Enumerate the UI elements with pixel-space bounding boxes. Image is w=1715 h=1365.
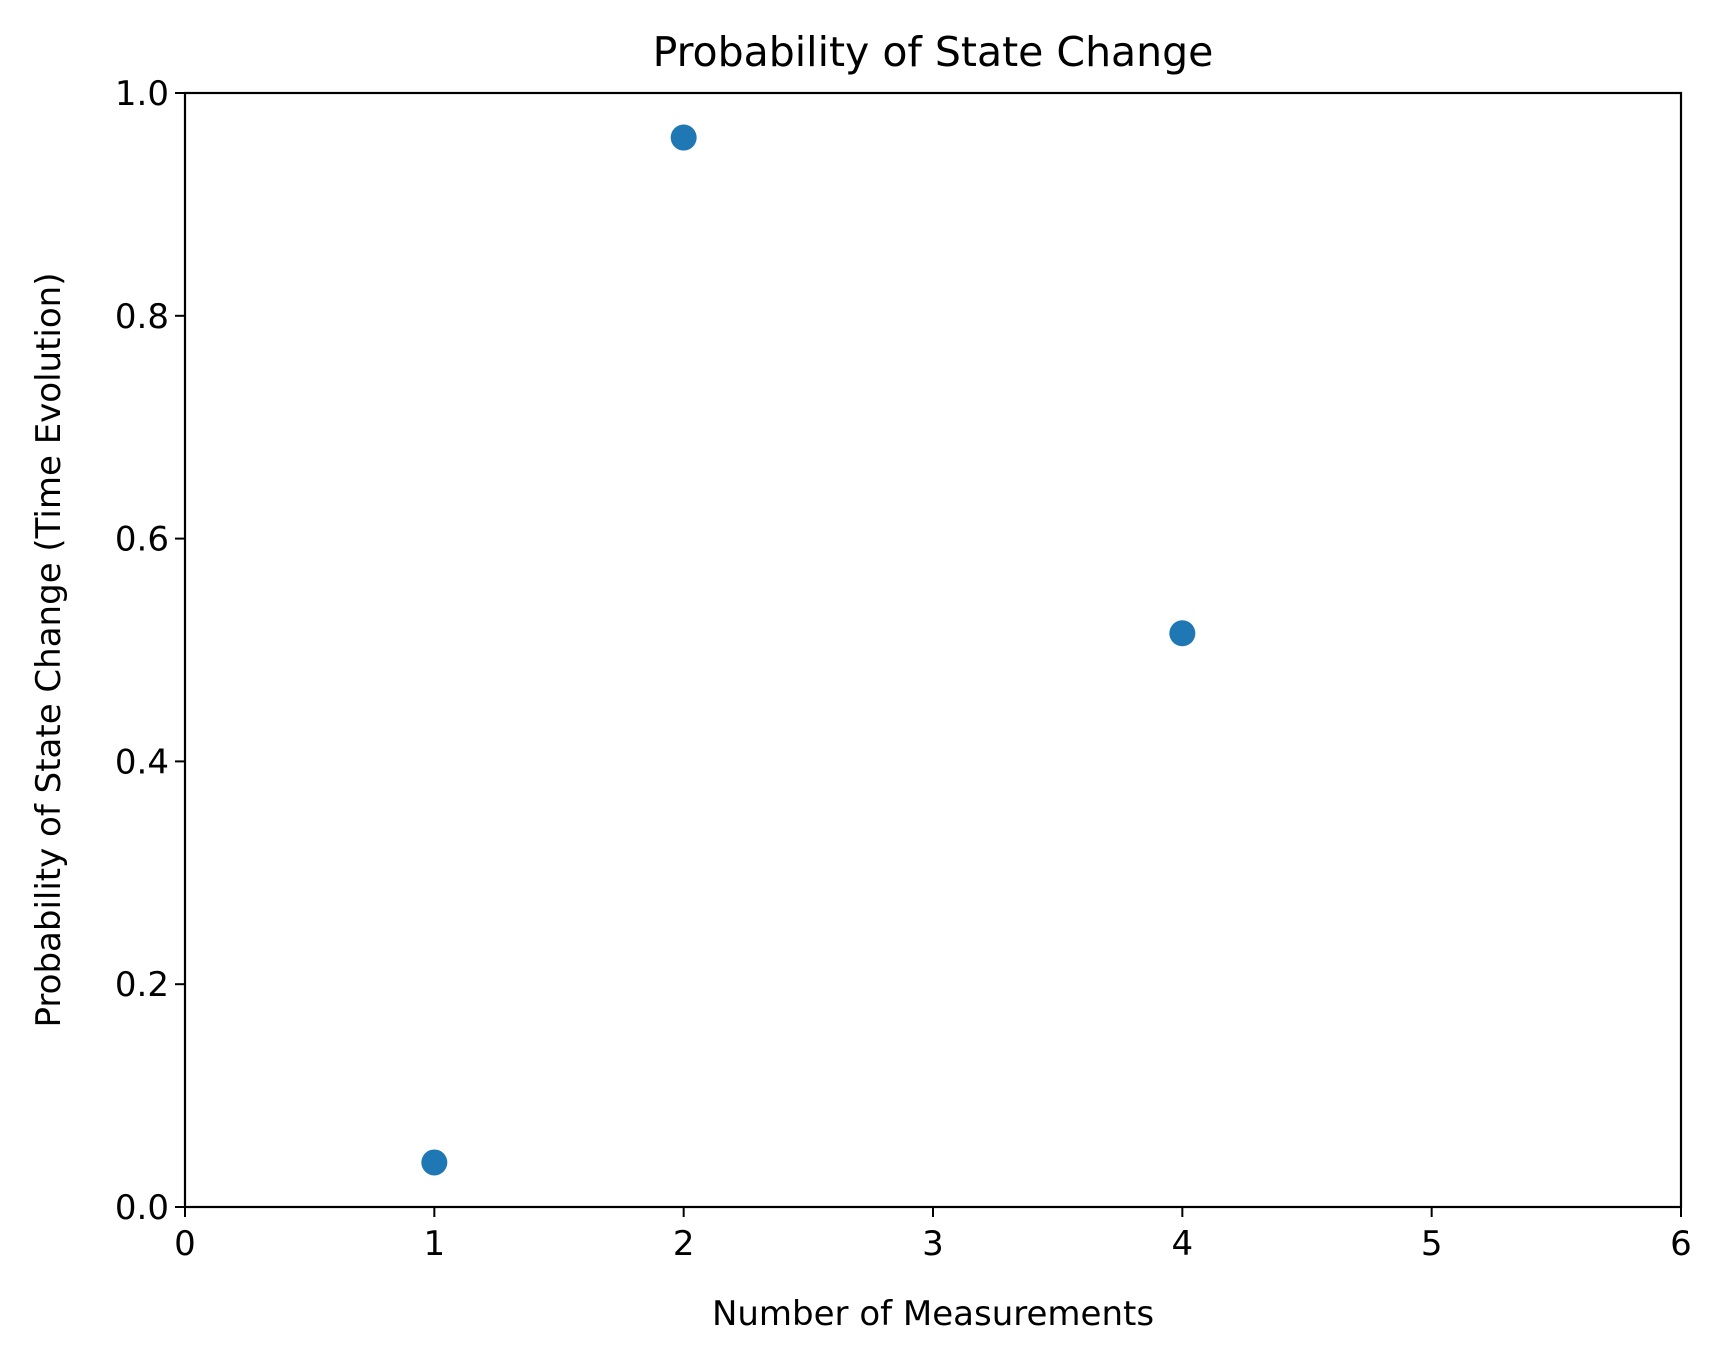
data-point — [421, 1149, 448, 1176]
x-tick-label: 2 — [673, 1224, 695, 1264]
axes-frame — [183, 91, 1683, 1209]
plot-area: 0 1 2 3 4 5 6 0.0 0.2 0.4 0.6 0.8 1.0 — [115, 74, 1692, 1264]
x-tick-label: 5 — [1421, 1224, 1443, 1264]
y-tick-label: 0.2 — [115, 965, 169, 1005]
x-tick-label: 3 — [922, 1224, 944, 1264]
x-axis-label: Number of Measurements — [712, 1294, 1154, 1334]
y-tick-label: 0.4 — [115, 742, 169, 782]
x-tick-label: 1 — [424, 1224, 446, 1264]
y-tick-label: 1.0 — [115, 74, 169, 114]
y-axis-label: Probability of State Change (Time Evolut… — [29, 273, 69, 1028]
data-point — [670, 124, 697, 151]
x-tick-label: 4 — [1172, 1224, 1194, 1264]
y-tick-label: 0.0 — [115, 1188, 169, 1228]
chart-title: Probability of State Change — [653, 28, 1214, 76]
data-point — [1169, 620, 1196, 647]
y-tick-label: 0.6 — [115, 520, 169, 560]
x-tick-label: 0 — [174, 1224, 196, 1264]
x-tick-label: 6 — [1670, 1224, 1692, 1264]
y-tick-label: 0.8 — [115, 297, 169, 337]
